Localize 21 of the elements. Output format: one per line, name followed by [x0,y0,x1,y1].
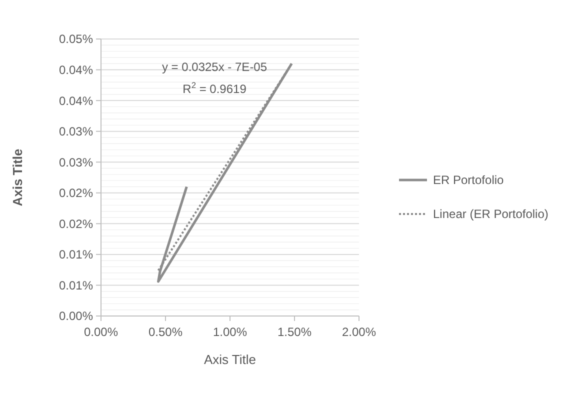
x-tick-label: 1.50% [277,325,312,339]
y-axis-title: Axis Title [10,148,25,206]
y-tick-label: 0.03% [58,124,94,139]
legend-label: ER Portofolio [433,173,504,188]
y-tick-label: 0.02% [58,186,94,200]
y-tick-label: 0.01% [58,248,94,262]
y-tick-label: 0.01% [58,278,94,292]
y-tick-label: 0.03% [58,155,94,170]
y-tick-label: 0.04% [58,62,94,77]
y-tick-label: 0.00% [58,309,94,324]
y-tick-label: 0.04% [58,94,94,108]
y-tick-label: 0.02% [58,216,94,231]
x-tick-label: 0.50% [148,325,183,339]
legend-label: Linear (ER Portofolio) [433,207,548,222]
x-tick-label: 0.00% [84,325,118,339]
annotation: R$^{2}$ = 0.9619 [182,80,247,96]
x-axis-title: Axis Title [204,352,256,367]
y-tick-label: 0.05% [58,32,94,46]
x-tick-label: 1.00% [212,325,248,339]
annotation: y = 0.0325x - 7E-05 [162,60,268,74]
x-tick-label: 2.00% [342,325,376,339]
